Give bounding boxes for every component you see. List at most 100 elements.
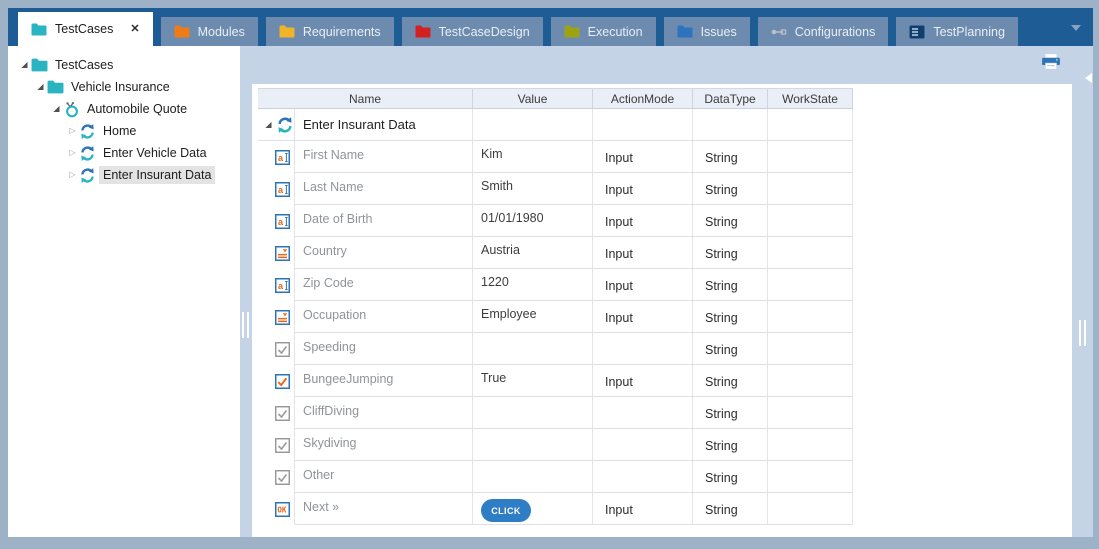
row-value[interactable]: Kim: [473, 141, 593, 173]
tab-requirements[interactable]: Requirements: [265, 17, 394, 46]
tab-configurations[interactable]: Configurations: [757, 17, 889, 46]
row-datatype[interactable]: String: [693, 141, 768, 173]
row-value[interactable]: 01/01/1980: [473, 205, 593, 237]
row-datatype[interactable]: String: [693, 269, 768, 301]
row-actionmode[interactable]: Input: [593, 141, 693, 173]
row-datatype[interactable]: String: [693, 173, 768, 205]
column-header-value[interactable]: Value: [473, 89, 593, 108]
tab-testplanning[interactable]: TestPlanning: [896, 17, 1018, 46]
row-actionmode[interactable]: [593, 397, 693, 429]
table-row[interactable]: Skydiving String: [258, 429, 853, 461]
close-icon[interactable]: ✕: [130, 22, 140, 35]
row-actionmode[interactable]: Input: [593, 173, 693, 205]
table-row[interactable]: CliffDiving String: [258, 397, 853, 429]
table-row[interactable]: Country Austria Input String: [258, 237, 853, 269]
table-row[interactable]: Other String: [258, 461, 853, 493]
row-value[interactable]: True: [473, 365, 593, 397]
expander-icon[interactable]: ◢: [37, 82, 44, 91]
row-datatype[interactable]: String: [693, 429, 768, 461]
row-workstate[interactable]: [768, 205, 853, 237]
row-actionmode[interactable]: [593, 461, 693, 493]
column-header-workstate[interactable]: WorkState: [768, 89, 853, 108]
row-workstate[interactable]: [768, 397, 853, 429]
column-header-datatype[interactable]: DataType: [693, 89, 768, 108]
row-workstate[interactable]: [768, 173, 853, 205]
row-datatype[interactable]: String: [693, 461, 768, 493]
tab-issues[interactable]: Issues: [663, 17, 750, 46]
row-datatype[interactable]: String: [693, 205, 768, 237]
row-workstate[interactable]: [768, 333, 853, 365]
row-workstate[interactable]: [768, 269, 853, 301]
row-workstate[interactable]: [768, 301, 853, 333]
table-row[interactable]: a First Name Kim Input String: [258, 141, 853, 173]
row-actionmode[interactable]: Input: [593, 269, 693, 301]
row-workstate[interactable]: [768, 141, 853, 173]
row-actionmode[interactable]: Input: [593, 365, 693, 397]
tab-modules[interactable]: Modules: [160, 17, 258, 46]
tab-execution[interactable]: Execution: [550, 17, 656, 46]
table-row[interactable]: BungeeJumping True Input String: [258, 365, 853, 397]
tree-item-vehicle-insurance[interactable]: ◢ Vehicle Insurance: [8, 76, 240, 98]
row-datatype[interactable]: String: [693, 493, 768, 525]
table-group-row[interactable]: ◢ Enter Insurant Data: [258, 109, 853, 141]
row-workstate[interactable]: [768, 461, 853, 493]
chevron-down-icon[interactable]: [1071, 25, 1081, 36]
tree-item-automobile-quote[interactable]: ◢ Automobile Quote: [8, 98, 240, 120]
expander-icon[interactable]: ◢: [53, 104, 60, 113]
tree-item-label: Enter Vehicle Data: [103, 146, 207, 160]
row-datatype[interactable]: String: [693, 237, 768, 269]
click-button[interactable]: CLICK: [481, 499, 531, 522]
row-value[interactable]: Employee: [473, 301, 593, 333]
row-value[interactable]: [473, 461, 593, 493]
row-value[interactable]: Smith: [473, 173, 593, 205]
column-header-actionmode[interactable]: ActionMode: [593, 89, 693, 108]
table-row[interactable]: Occupation Employee Input String: [258, 301, 853, 333]
row-value[interactable]: [473, 429, 593, 461]
splitter-grip[interactable]: [242, 312, 249, 338]
checkbox-icon: [275, 341, 290, 357]
table-row[interactable]: Speeding String: [258, 333, 853, 365]
row-value[interactable]: [473, 333, 593, 365]
table-row[interactable]: a Date of Birth 01/01/1980 Input String: [258, 205, 853, 237]
row-datatype[interactable]: String: [693, 397, 768, 429]
column-header-name[interactable]: Name: [258, 89, 473, 108]
expander-icon[interactable]: ◢: [21, 60, 28, 69]
tree-item-home[interactable]: ▷ Home: [8, 120, 240, 142]
row-value[interactable]: 1220: [473, 269, 593, 301]
row-workstate[interactable]: [768, 493, 853, 525]
row-datatype[interactable]: String: [693, 301, 768, 333]
tab-testcases[interactable]: TestCases ✕: [18, 12, 153, 46]
table-row[interactable]: OK Next » CLICK Input String: [258, 493, 853, 525]
tree-item-label: Automobile Quote: [87, 102, 188, 116]
printer-icon[interactable]: [1041, 54, 1061, 71]
row-value[interactable]: Austria: [473, 237, 593, 269]
collapse-panel-arrow-icon[interactable]: [1080, 73, 1092, 83]
expander-icon[interactable]: ▷: [69, 170, 76, 179]
expander-icon[interactable]: ◢: [265, 119, 272, 129]
row-actionmode[interactable]: Input: [593, 205, 693, 237]
table-row[interactable]: a Last Name Smith Input String: [258, 173, 853, 205]
splitter-grip[interactable]: [1079, 320, 1086, 346]
row-value[interactable]: [473, 397, 593, 429]
row-actionmode[interactable]: Input: [593, 237, 693, 269]
tree-item-enter-vehicle-data[interactable]: ▷ Enter Vehicle Data: [8, 142, 240, 164]
tree-item-testcases[interactable]: ◢ TestCases: [8, 54, 240, 76]
row-name: Country: [295, 237, 473, 269]
expander-icon[interactable]: ▷: [69, 126, 76, 135]
row-workstate[interactable]: [768, 237, 853, 269]
row-actionmode[interactable]: Input: [593, 493, 693, 525]
sync-icon: [276, 116, 294, 134]
tree-item-enter-insurant-data[interactable]: ▷ Enter Insurant Data: [8, 164, 240, 186]
row-actionmode[interactable]: [593, 429, 693, 461]
row-actionmode[interactable]: Input: [593, 301, 693, 333]
table-row[interactable]: a Zip Code 1220 Input String: [258, 269, 853, 301]
vertical-splitter[interactable]: [240, 46, 252, 537]
row-datatype[interactable]: String: [693, 333, 768, 365]
group-row-name: Enter Insurant Data: [295, 109, 473, 141]
row-workstate[interactable]: [768, 429, 853, 461]
row-workstate[interactable]: [768, 365, 853, 397]
row-actionmode[interactable]: [593, 333, 693, 365]
expander-icon[interactable]: ▷: [69, 148, 76, 157]
tab-testcasedesign[interactable]: TestCaseDesign: [401, 17, 543, 46]
row-datatype[interactable]: String: [693, 365, 768, 397]
